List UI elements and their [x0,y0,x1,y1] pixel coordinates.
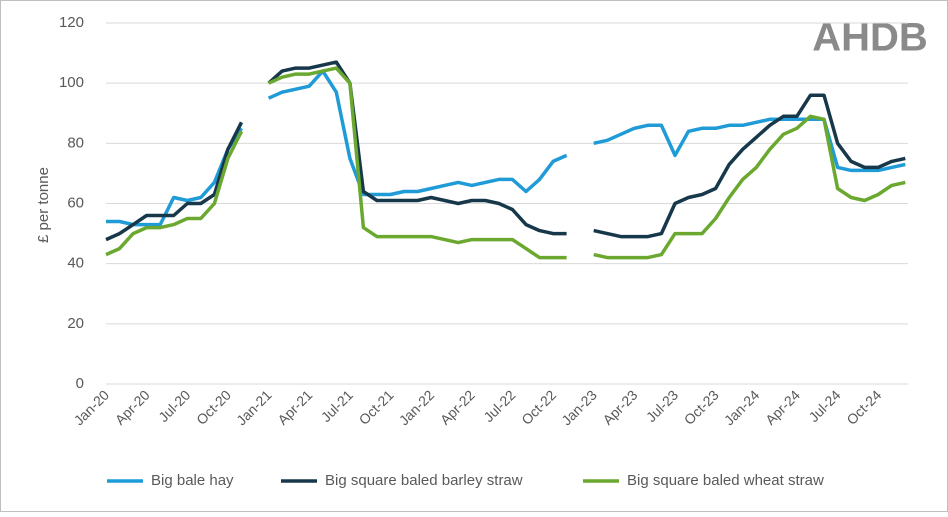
y-tick-label: 120 [59,14,84,31]
y-axis-label: £ per tonne [35,167,52,243]
logo: AHDB [812,16,928,60]
y-tick-label: 60 [67,194,84,211]
y-tick-label: 0 [76,375,84,392]
series-line [106,69,906,227]
y-tick-label: 100 [59,74,84,91]
legend-label: Big bale hay [151,472,234,489]
y-tick-label: 40 [67,255,84,272]
y-tick-label: 20 [67,315,84,332]
legend-label: Big square baled barley straw [325,472,523,489]
legend-label: Big square baled wheat straw [627,472,824,489]
series-line [105,60,906,242]
y-tick-label: 80 [67,134,84,151]
series-line [105,66,906,260]
